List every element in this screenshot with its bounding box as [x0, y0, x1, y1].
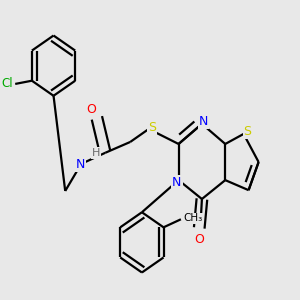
Text: H: H — [92, 148, 100, 158]
Text: Cl: Cl — [1, 77, 13, 90]
Text: S: S — [244, 125, 252, 138]
Text: CH₃: CH₃ — [184, 213, 203, 223]
Text: O: O — [86, 103, 96, 116]
Text: N: N — [76, 158, 85, 171]
Text: O: O — [194, 233, 204, 247]
Text: S: S — [148, 122, 156, 134]
Text: N: N — [172, 176, 182, 189]
Text: N: N — [199, 116, 208, 128]
